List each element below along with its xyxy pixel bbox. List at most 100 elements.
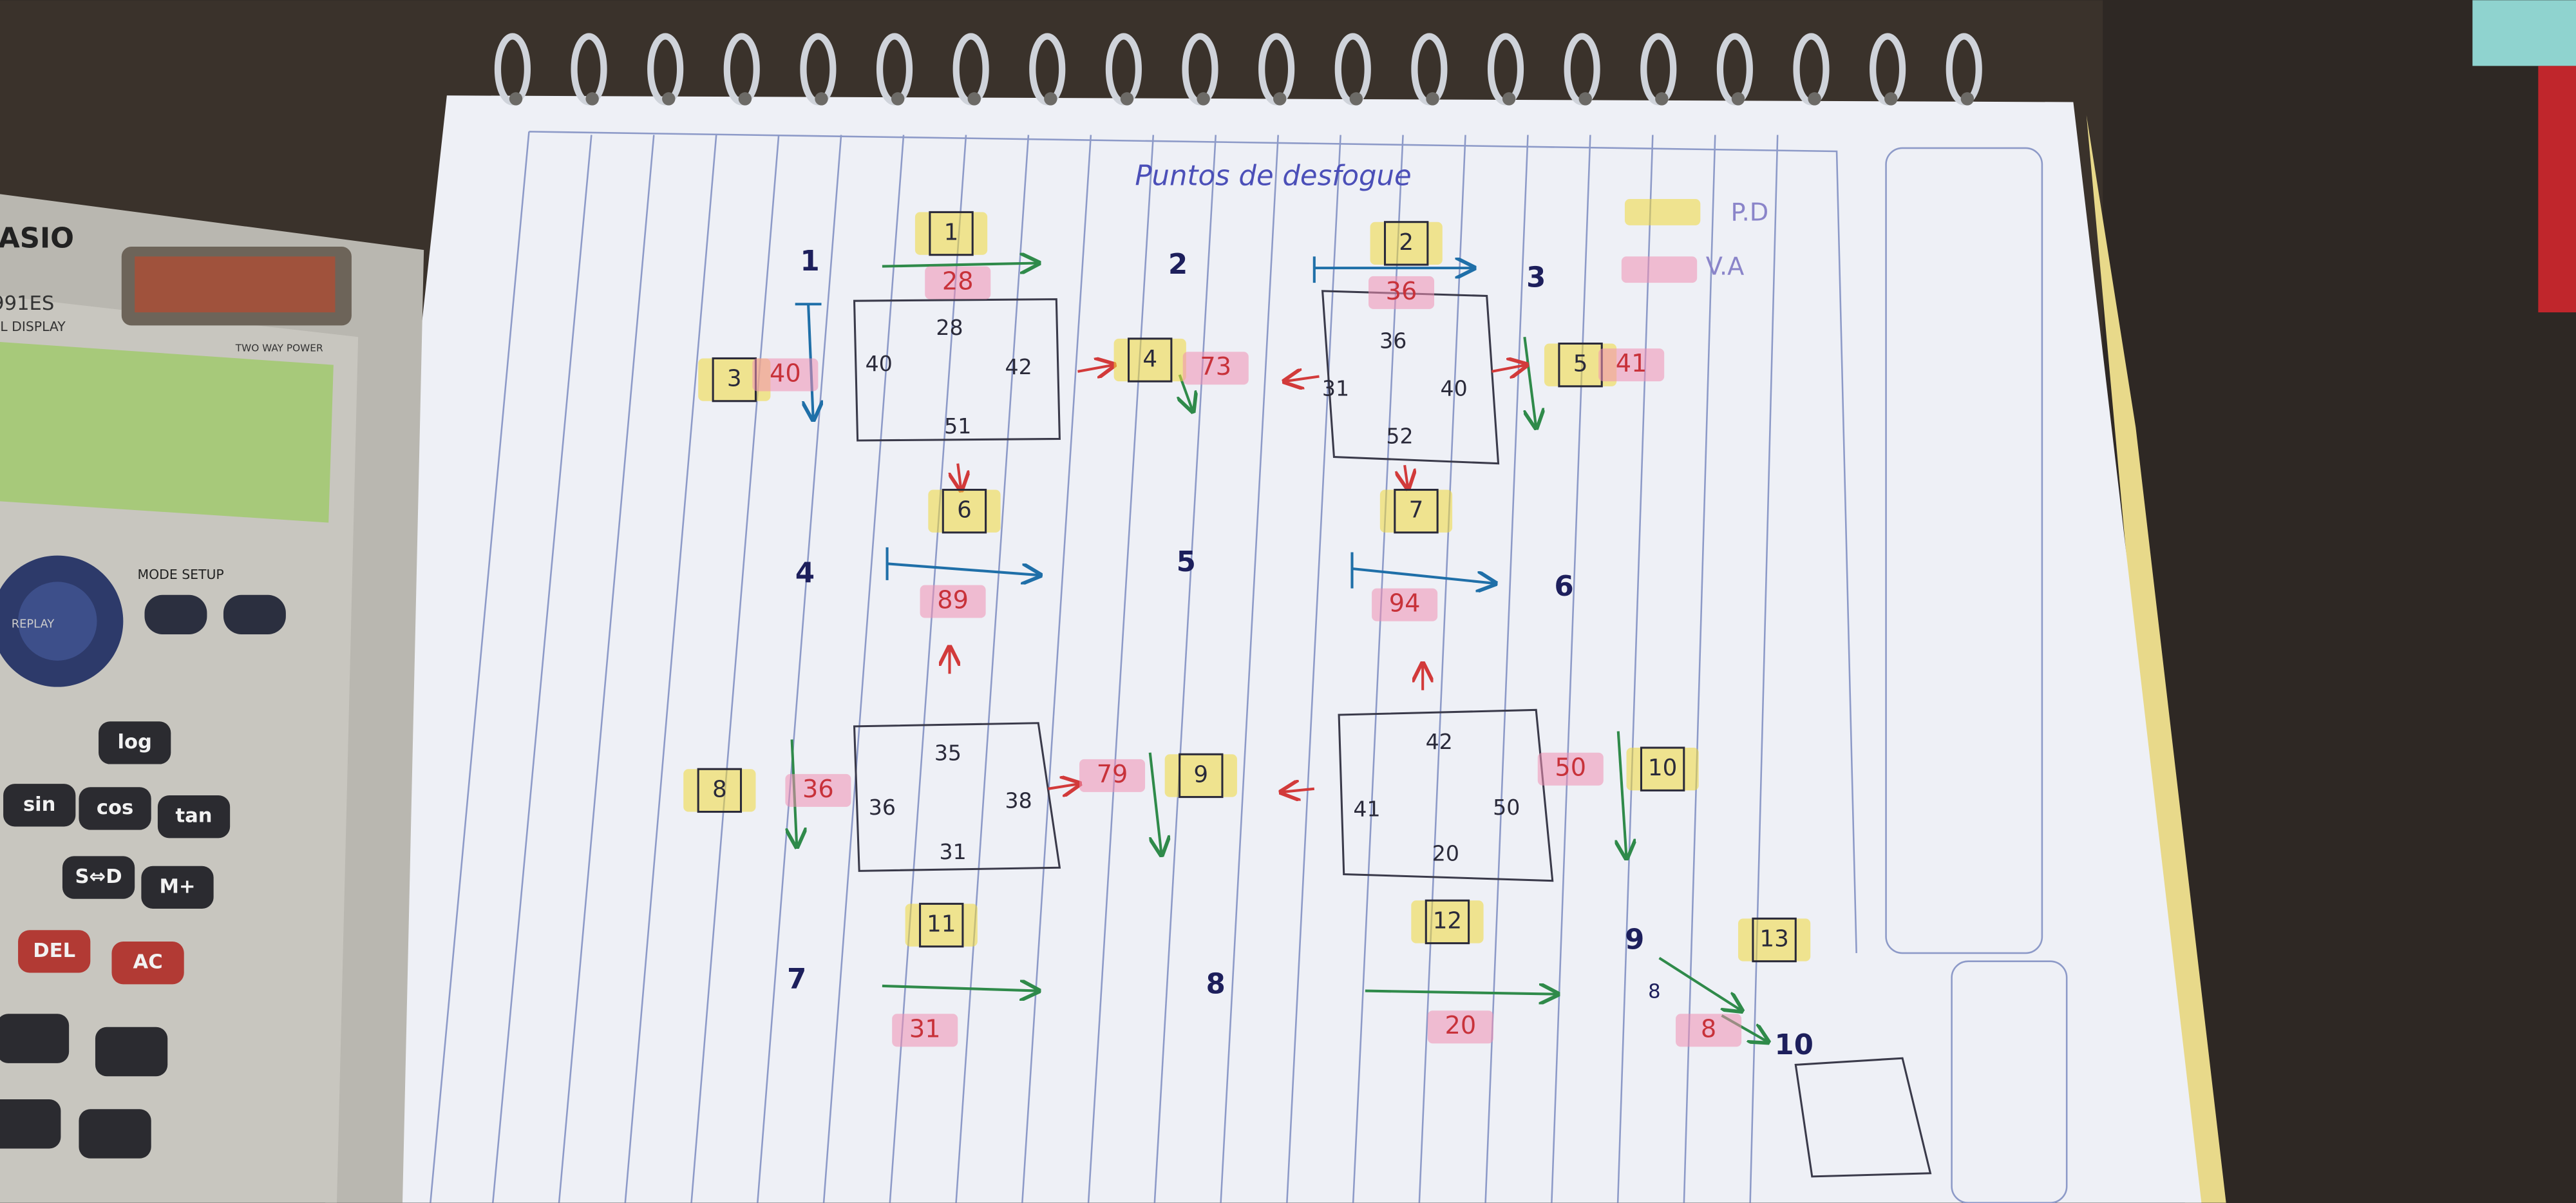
block-value: 42 xyxy=(1005,354,1032,379)
calculator-text: REPLAY xyxy=(12,618,55,631)
va-value: 40 xyxy=(770,359,801,388)
highlight xyxy=(1624,199,1701,225)
highlight xyxy=(785,773,851,807)
spiral-hole xyxy=(585,92,599,106)
calculator-text: AC xyxy=(133,951,163,974)
pd-box xyxy=(1752,917,1797,963)
calculator-text: M+ xyxy=(159,875,195,898)
calculator-text: L DISPLAY xyxy=(0,319,66,334)
block-value: 40 xyxy=(1441,375,1468,401)
calculator-key xyxy=(0,1014,70,1063)
calculator-key xyxy=(141,866,214,909)
pd-box xyxy=(942,489,987,534)
calculator-text: S⇔D xyxy=(75,866,122,888)
node-label: 10 xyxy=(1775,1029,1814,1061)
highlight xyxy=(925,266,991,299)
va-value: 50 xyxy=(1555,753,1586,782)
ruled-line xyxy=(1551,135,1591,1203)
va-value: 36 xyxy=(802,775,834,804)
pd-label: 13 xyxy=(1759,926,1788,952)
calculator-text: ASIO xyxy=(0,222,74,254)
highlight xyxy=(1626,748,1699,791)
block-outline xyxy=(1338,708,1554,882)
va-value: 41 xyxy=(1616,349,1647,378)
pd-box xyxy=(1425,899,1470,945)
arrow xyxy=(1658,956,1742,1011)
ruled-line xyxy=(1286,135,1341,1203)
spiral-hole xyxy=(1960,92,1975,106)
spiral-hole xyxy=(738,92,752,106)
block-outline xyxy=(853,722,1061,872)
margin-line xyxy=(430,131,1857,1203)
pd-box xyxy=(1394,489,1439,534)
node-label: 6 xyxy=(1554,571,1573,603)
highlight xyxy=(1598,348,1665,382)
highlight xyxy=(920,585,986,618)
block-value: 20 xyxy=(1432,840,1459,866)
va-value: 73 xyxy=(1200,352,1231,381)
legend-label: P.D xyxy=(1730,198,1768,227)
arrow xyxy=(882,986,1038,991)
spiral-binding xyxy=(494,33,1982,106)
calculator-key xyxy=(18,930,91,973)
calculator-key xyxy=(111,942,184,985)
ruled-line xyxy=(1352,135,1404,1203)
highlight xyxy=(1427,1010,1493,1044)
arrow xyxy=(1282,789,1315,792)
pd-label: 5 xyxy=(1573,351,1588,377)
pd-label: 1 xyxy=(944,220,959,246)
highlight xyxy=(1164,754,1237,797)
highlight xyxy=(1079,759,1146,792)
calculator-key xyxy=(3,784,76,827)
highlight xyxy=(1738,918,1811,961)
ruled-line xyxy=(1021,135,1092,1203)
va-value: 31 xyxy=(909,1014,941,1043)
arrow xyxy=(1285,377,1320,382)
pd-label: 4 xyxy=(1142,346,1157,372)
block-value: 52 xyxy=(1386,423,1413,448)
highlight xyxy=(928,489,1001,533)
va-value: 36 xyxy=(1386,277,1417,306)
side-box xyxy=(1885,147,2043,954)
highlight xyxy=(914,212,988,255)
highlight xyxy=(1676,1014,1742,1047)
spiral-hole xyxy=(1502,92,1516,106)
sketch-box xyxy=(1794,1057,1932,1178)
ruled-line xyxy=(1616,135,1654,1203)
calculator-text: cos xyxy=(97,797,133,819)
block-value: 41 xyxy=(1353,796,1380,821)
spiral-hole xyxy=(1884,92,1898,106)
va-value: 8 xyxy=(1701,1014,1716,1043)
spiral-hole xyxy=(1197,92,1210,106)
block-outline xyxy=(853,298,1061,442)
pd-label: 9 xyxy=(1193,761,1208,788)
va-value: 94 xyxy=(1389,589,1421,618)
block-value: 28 xyxy=(936,315,963,340)
pd-label: 2 xyxy=(1399,229,1414,256)
node-label: 8 xyxy=(1206,968,1226,1000)
highlight xyxy=(1411,900,1484,943)
highlight xyxy=(683,769,756,812)
calculator-text: TWO WAY POWER xyxy=(235,343,323,354)
pd-box xyxy=(1128,337,1173,383)
pd-box xyxy=(697,768,743,813)
arrow xyxy=(1523,337,1536,427)
pd-label: 11 xyxy=(927,911,956,938)
block-value: 40 xyxy=(866,351,893,376)
va-value: 79 xyxy=(1097,760,1128,789)
calculator-key xyxy=(157,795,231,838)
ruled-line xyxy=(1220,135,1279,1203)
node-label: 7 xyxy=(787,963,806,996)
side-note: 8 xyxy=(1648,981,1660,1003)
block-value: 31 xyxy=(939,839,966,864)
calculator-key xyxy=(95,1027,168,1077)
spiral-hole xyxy=(1120,92,1134,106)
ruled-line xyxy=(1418,135,1466,1203)
node-label: 9 xyxy=(1625,924,1644,956)
legend-label: V.A xyxy=(1706,252,1745,281)
pd-label: 8 xyxy=(712,776,727,802)
arrow xyxy=(1077,365,1113,372)
calculator: ASIO 991ES L DISPLAY TWO WAY POWER MODE SETU… xyxy=(0,194,424,1203)
spiral-hole xyxy=(1655,92,1669,106)
